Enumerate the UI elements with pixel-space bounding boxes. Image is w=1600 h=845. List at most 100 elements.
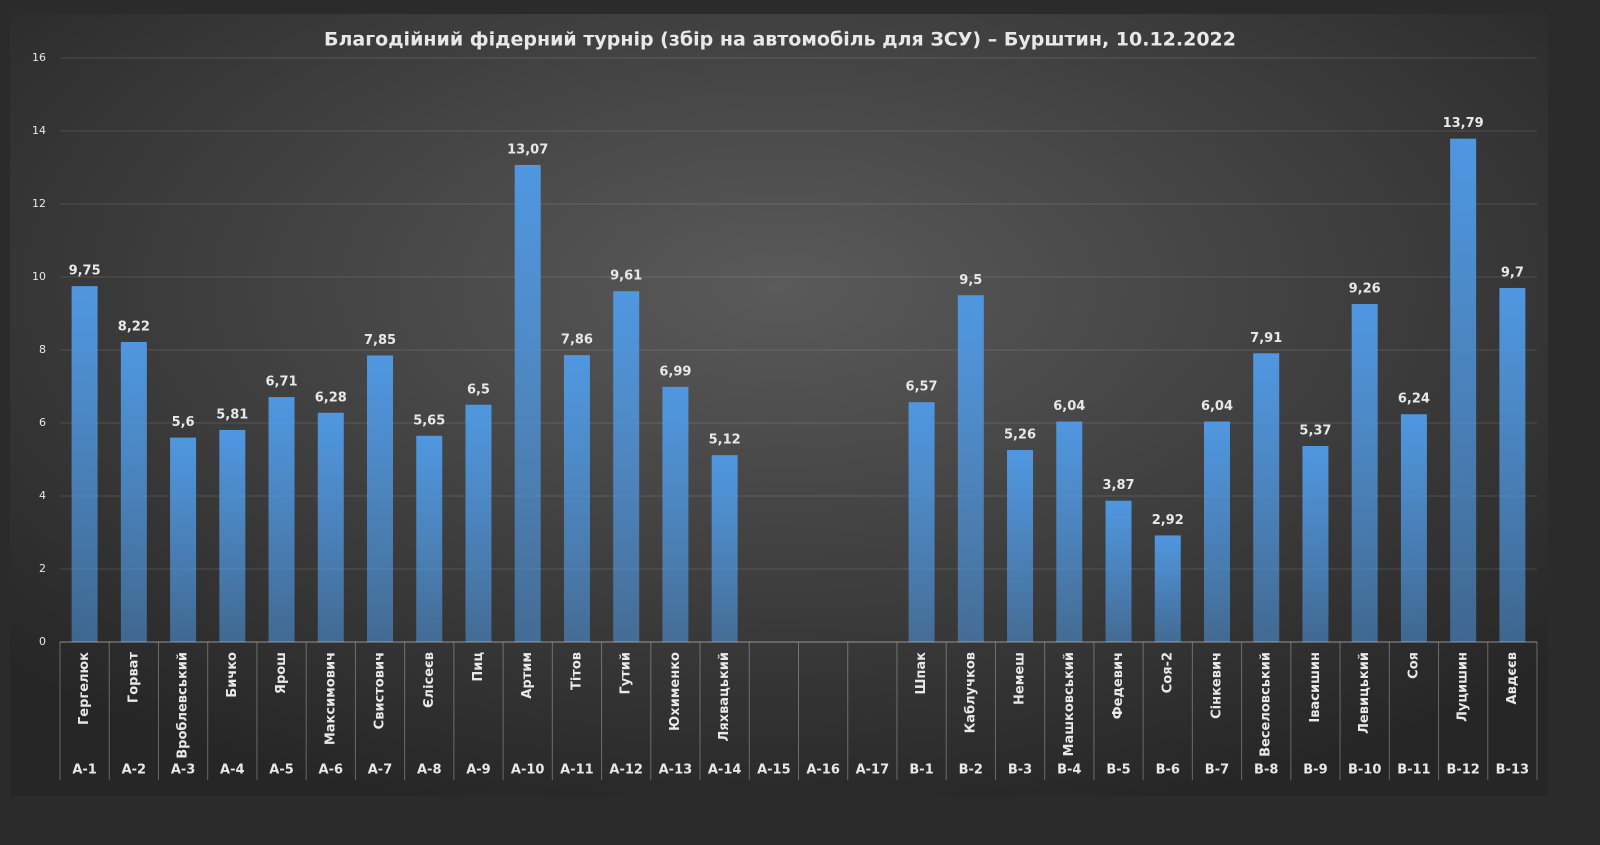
- value-label: 6,04: [1201, 399, 1233, 414]
- value-label: 5,65: [413, 413, 445, 428]
- x-tick-label: В-7: [1205, 763, 1229, 778]
- participant-name: Машковський: [1062, 652, 1077, 756]
- x-tick-label: В-8: [1254, 763, 1278, 778]
- value-label: 5,81: [216, 407, 248, 422]
- bar: [120, 341, 147, 642]
- bar: [514, 164, 541, 642]
- x-tick-label: А-1: [72, 763, 97, 778]
- participant-name: Гутий: [619, 652, 634, 695]
- x-tick-label: В-3: [1008, 763, 1032, 778]
- participant-name: Каблучков: [963, 652, 978, 733]
- bar: [662, 386, 689, 642]
- bar: [367, 355, 394, 642]
- x-tick-label: А-13: [659, 763, 693, 778]
- bar: [1253, 353, 1280, 642]
- value-label: 3,87: [1102, 478, 1134, 493]
- participant-name: Вроблевський: [176, 652, 191, 759]
- value-label: 13,79: [1443, 116, 1484, 131]
- bar: [1499, 287, 1526, 642]
- participant-name: Немеш: [1013, 652, 1028, 705]
- value-label: 5,26: [1004, 428, 1036, 443]
- bar: [1154, 535, 1181, 642]
- participant-name: Максимович: [323, 652, 338, 745]
- participant-name: Соя-2: [1160, 652, 1175, 693]
- participant-name: Веселовський: [1259, 652, 1274, 757]
- x-tick-label: А-6: [319, 763, 344, 778]
- participant-name: Свистович: [373, 652, 388, 729]
- y-tick-label: 2: [39, 562, 46, 575]
- value-label: 2,92: [1152, 513, 1184, 528]
- value-label: 5,37: [1299, 423, 1331, 438]
- x-tick-label: В-2: [959, 763, 983, 778]
- bar: [1400, 414, 1427, 642]
- x-tick-label: А-3: [171, 763, 196, 778]
- value-label: 7,85: [364, 333, 396, 348]
- y-tick-label: 8: [39, 343, 46, 356]
- bar: [1203, 421, 1230, 642]
- bar: [1007, 450, 1034, 642]
- participant-name: Артим: [520, 652, 535, 699]
- participant-name: Бичко: [225, 652, 240, 698]
- y-tick-label: 14: [32, 124, 46, 137]
- bar: [219, 429, 246, 642]
- value-label: 6,71: [266, 375, 298, 390]
- value-label: 8,22: [118, 319, 150, 334]
- x-tick-label: А-12: [609, 763, 643, 778]
- x-tick-label: А-15: [757, 763, 791, 778]
- x-tick-label: В-1: [909, 763, 933, 778]
- bar: [465, 404, 492, 642]
- participant-name: Горват: [126, 652, 141, 704]
- x-tick-label: А-4: [220, 763, 245, 778]
- x-tick-label: В-9: [1303, 763, 1327, 778]
- bar: [268, 397, 295, 642]
- x-tick-label: А-9: [466, 763, 491, 778]
- bar: [317, 412, 344, 642]
- bar: [1105, 500, 1132, 642]
- participant-name: Івасишин: [1308, 652, 1323, 723]
- bar: [957, 295, 984, 642]
- x-tick-label: В-5: [1106, 763, 1130, 778]
- x-tick-label: В-6: [1156, 763, 1180, 778]
- bar: [613, 291, 640, 642]
- x-tick-label: В-10: [1348, 763, 1381, 778]
- bar: [908, 402, 935, 642]
- bar: [1302, 445, 1329, 642]
- value-label: 9,75: [69, 264, 101, 279]
- participant-name: Єлісеєв: [422, 652, 437, 708]
- value-label: 5,12: [709, 433, 741, 448]
- x-tick-label: А-11: [560, 763, 594, 778]
- participant-name: Левицький: [1357, 652, 1372, 734]
- participant-name: Авдєєв: [1505, 652, 1520, 704]
- participant-name: Гергелюк: [77, 652, 92, 725]
- value-label: 13,07: [507, 142, 548, 157]
- x-tick-label: А-7: [368, 763, 393, 778]
- x-tick-label: А-2: [122, 763, 147, 778]
- participant-name: Сінкевич: [1209, 652, 1224, 719]
- value-label: 9,5: [959, 273, 982, 288]
- value-label: 6,5: [467, 382, 490, 397]
- bar: [563, 355, 590, 642]
- y-tick-label: 12: [32, 197, 46, 210]
- value-label: 6,24: [1398, 392, 1430, 407]
- y-tick-label: 6: [39, 416, 46, 429]
- bar: [711, 455, 738, 642]
- x-tick-label: В-4: [1057, 763, 1081, 778]
- x-tick-label: А-10: [511, 763, 545, 778]
- participant-name: Пиц: [471, 652, 486, 682]
- chart-background: [10, 14, 1548, 796]
- value-label: 5,6: [172, 415, 195, 430]
- x-tick-label: А-14: [708, 763, 742, 778]
- bar: [416, 435, 443, 642]
- bar: [1450, 138, 1477, 643]
- participant-name: Тітов: [569, 652, 584, 690]
- y-tick-label: 4: [39, 489, 46, 502]
- chart-title: Благодійний фідерний турнір (збір на авт…: [324, 29, 1236, 51]
- x-tick-label: В-12: [1446, 763, 1479, 778]
- participant-name: Соя: [1406, 652, 1421, 679]
- y-tick-label: 0: [39, 635, 46, 648]
- x-tick-label: А-17: [856, 763, 890, 778]
- value-label: 6,28: [315, 390, 347, 405]
- participant-name: Шпак: [914, 652, 929, 695]
